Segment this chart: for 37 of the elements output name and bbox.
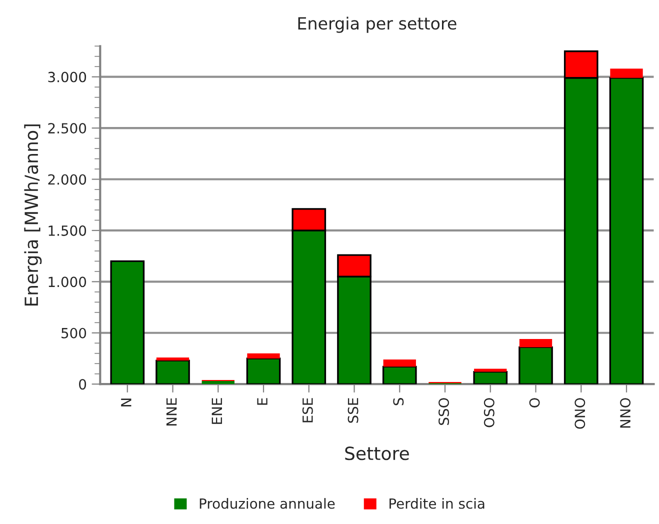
x-tick-label: NNO xyxy=(620,398,631,428)
x-tick-label: N xyxy=(121,398,132,406)
bar xyxy=(518,346,553,384)
x-tick-label: S xyxy=(393,398,404,406)
y-tick-label: 1.000 xyxy=(48,276,86,288)
x-tick-label: SSO xyxy=(438,398,450,425)
bar xyxy=(156,357,190,361)
bar xyxy=(247,353,280,358)
y-axis-title: Energia [MWh/anno] xyxy=(24,124,42,306)
y-tick-label: 0 xyxy=(79,379,86,390)
legend-label: Produzione annuale xyxy=(200,498,335,509)
bar xyxy=(519,339,552,348)
x-tick-label: ENE xyxy=(212,398,222,424)
chart-title: Energia per settore xyxy=(298,16,456,33)
x-tick-label: E xyxy=(257,398,268,405)
x-tick-label: NNE xyxy=(166,398,177,426)
bar xyxy=(156,360,190,384)
x-tick-label: O xyxy=(529,398,540,408)
y-tick-label: 500 xyxy=(62,328,86,338)
bar xyxy=(110,260,145,384)
x-tick-label: OSO xyxy=(484,398,494,428)
bar xyxy=(474,368,507,372)
bar xyxy=(246,358,281,384)
bar xyxy=(382,366,417,384)
x-tick-label: ESE xyxy=(302,398,313,422)
y-tick-label: 3.000 xyxy=(48,72,86,82)
y-tick-label: 1.500 xyxy=(48,225,86,236)
x-tick-label: SSE xyxy=(348,398,358,423)
y-tick-label: 2.500 xyxy=(48,123,86,134)
x-tick-label: ONO xyxy=(574,398,586,429)
y-tick-label: 2.000 xyxy=(48,174,86,185)
bar xyxy=(610,68,643,78)
bar xyxy=(609,77,644,384)
bar xyxy=(473,370,508,384)
legend-label: Perdite in scia xyxy=(390,498,484,509)
bar xyxy=(383,360,416,367)
x-axis-title: Settore xyxy=(345,446,409,460)
